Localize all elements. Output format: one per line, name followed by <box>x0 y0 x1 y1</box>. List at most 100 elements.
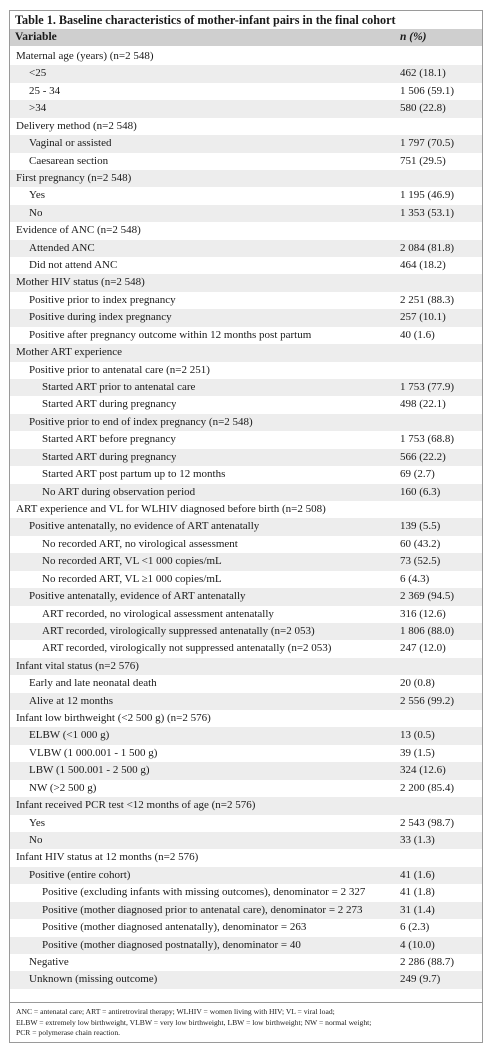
row-label: Started ART during pregnancy <box>42 398 177 411</box>
row-label: Positive antenatally, no evidence of ART… <box>29 520 260 533</box>
table-row: Positive (mother diagnosed prior to ante… <box>10 901 482 920</box>
row-value: 2 251 (88.3) <box>400 293 455 306</box>
row-label: Early and late neonatal death <box>29 677 157 690</box>
table-row: No recorded ART, VL ≥1 000 copies/mL 6 (4… <box>10 571 482 588</box>
row-label: Positive during index pregnancy <box>29 311 172 324</box>
row-label: Positive (excluding infants with missing… <box>42 886 366 899</box>
row-label: Started ART prior to antenatal care <box>42 381 196 394</box>
table-row: Started ART before pregnancy 1 753 (68.8) <box>10 431 482 448</box>
table-row: Did not attend ANC 464 (18.2) <box>10 257 482 274</box>
row-label: Negative <box>29 955 69 968</box>
row-label: Positive (entire cohort) <box>29 868 131 881</box>
row-value: 2 556 (99.2) <box>400 694 455 707</box>
row-label: No recorded ART, VL <1 000 copies/mL <box>42 555 222 568</box>
table-row: Negative 2 286 (88.7) <box>10 954 482 971</box>
row-value: 6 (4.3) <box>400 572 430 585</box>
header-n-percent: n (%) <box>400 31 427 43</box>
table-row: First pregnancy (n=2 548) <box>10 169 482 188</box>
row-value: 464 (18.2) <box>400 259 446 272</box>
row-value: 40 (1.6) <box>400 328 435 341</box>
row-label: Maternal age (years) (n=2 548) <box>16 50 154 62</box>
table-row: Positive prior to end of index pregnancy… <box>10 413 482 432</box>
row-value <box>400 362 482 379</box>
row-value: 257 (10.1) <box>400 311 446 324</box>
table-row: Positive prior to index pregnancy 2 251 (… <box>10 292 482 309</box>
row-value: 4 (10.0) <box>400 938 435 951</box>
row-label: Infant low birthweight (<2 500 g) (n=2 5… <box>16 712 211 725</box>
row-value <box>400 118 482 135</box>
table-container: Table 1. Baseline characteristics of mot… <box>9 10 483 1043</box>
table-row: VLBW (1 000.001 - 1 500 g) 39 (1.5) <box>10 745 482 762</box>
row-label: No recorded ART, no virological assessme… <box>42 537 238 550</box>
table-row: Infant received PCR test <12 months of a… <box>10 797 482 815</box>
row-value <box>400 170 482 187</box>
row-label: ELBW (<1 000 g) <box>29 729 110 742</box>
table-row: Vaginal or assisted 1 797 (70.5) <box>10 135 482 153</box>
table-header: Variable n (%) <box>10 29 482 46</box>
row-value <box>400 274 482 291</box>
row-value: 31 (1.4) <box>400 903 435 916</box>
row-value: 498 (22.1) <box>400 398 446 411</box>
row-label: Yes <box>29 816 46 829</box>
row-label: Positive (mother diagnosed antenatally),… <box>42 921 307 934</box>
row-label: No ART during observation period <box>42 485 196 498</box>
row-label: Positive after pregnancy outcome within … <box>29 328 312 341</box>
table-row: Positive antenatally, evidence of ART an… <box>10 588 482 606</box>
row-value: 1 753 (77.9) <box>400 381 455 394</box>
footnote-line: ANC = antenatal care; ART = antiretrovir… <box>16 1007 335 1016</box>
row-label: Infant vital status (n=2 576) <box>16 659 139 672</box>
table-row: Yes 1 195 (46.9) <box>10 187 482 204</box>
row-value: 69 (2.7) <box>400 468 435 481</box>
table-row: No ART during observation period 160 (6.3… <box>10 483 482 501</box>
row-value: 1 797 (70.5) <box>400 137 455 150</box>
table-row: Started ART prior to antenatal care 1 753… <box>10 379 482 397</box>
table-row: <25 462 (18.1) <box>10 65 482 83</box>
row-label: Infant HIV status at 12 months (n=2 576) <box>16 851 199 864</box>
row-label: Positive (mother diagnosed postnatally),… <box>42 938 301 951</box>
row-label: ART recorded, no virological assessment … <box>42 607 274 620</box>
table-row: Positive antenatally, no evidence of ART… <box>10 518 482 536</box>
row-value <box>400 414 482 431</box>
table-row: Positive (entire cohort) 41 (1.6) <box>10 866 482 885</box>
row-label: <25 <box>29 67 47 80</box>
table-row: Mother HIV status (n=2 548) <box>10 274 482 292</box>
table-row: Started ART during pregnancy 566 (22.2) <box>10 448 482 467</box>
table-row: ART recorded, no virological assessment … <box>10 606 482 623</box>
row-value: 41 (1.6) <box>400 868 435 881</box>
row-value: 73 (52.5) <box>400 555 441 568</box>
row-value: 2 543 (98.7) <box>400 816 455 829</box>
table-row: Attended ANC 2 084 (81.8) <box>10 239 482 258</box>
row-value: 751 (29.5) <box>400 154 446 167</box>
table-row: Maternal age (years) (n=2 548) <box>10 48 482 65</box>
table-row: Positive (excluding infants with missing… <box>10 884 482 901</box>
row-value: 160 (6.3) <box>400 485 441 498</box>
row-value <box>400 501 482 518</box>
row-label: ART recorded, virologically suppressed a… <box>42 624 315 637</box>
row-label: Yes <box>29 189 46 202</box>
row-value: 2 369 (94.5) <box>400 590 455 603</box>
row-label: No <box>29 206 43 219</box>
table-body: Maternal age (years) (n=2 548) <25 462 (18… <box>10 46 482 989</box>
header-variable: Variable <box>15 31 57 43</box>
row-value <box>400 797 482 814</box>
row-value: 1 806 (88.0) <box>400 624 455 637</box>
row-label: Attended ANC <box>29 241 95 254</box>
table-row: Evidence of ANC (n=2 548) <box>10 222 482 239</box>
row-label: Positive prior to antenatal care (n=2 25… <box>29 363 210 376</box>
table-row: ELBW (<1 000 g) 13 (0.5) <box>10 727 482 745</box>
row-value: 324 (12.6) <box>400 764 446 777</box>
row-value: 580 (22.8) <box>400 102 446 115</box>
row-value: 2 084 (81.8) <box>400 241 455 254</box>
row-value <box>400 48 482 65</box>
row-label: Mother HIV status (n=2 548) <box>16 276 145 289</box>
row-label: Positive (mother diagnosed prior to ante… <box>42 903 363 916</box>
table-row: Positive (mother diagnosed antenatally),… <box>10 919 482 936</box>
row-label: Mother ART experience <box>16 346 123 359</box>
table-row: Alive at 12 months 2 556 (99.2) <box>10 692 482 711</box>
row-label: Positive antenatally, evidence of ART an… <box>29 590 246 603</box>
table-row: Mother ART experience <box>10 344 482 362</box>
row-value: 41 (1.8) <box>400 886 435 899</box>
table-row: LBW (1 500.001 - 2 500 g) 324 (12.6) <box>10 762 482 780</box>
row-label: VLBW (1 000.001 - 1 500 g) <box>29 746 158 759</box>
row-label: Positive prior to index pregnancy <box>29 293 176 306</box>
